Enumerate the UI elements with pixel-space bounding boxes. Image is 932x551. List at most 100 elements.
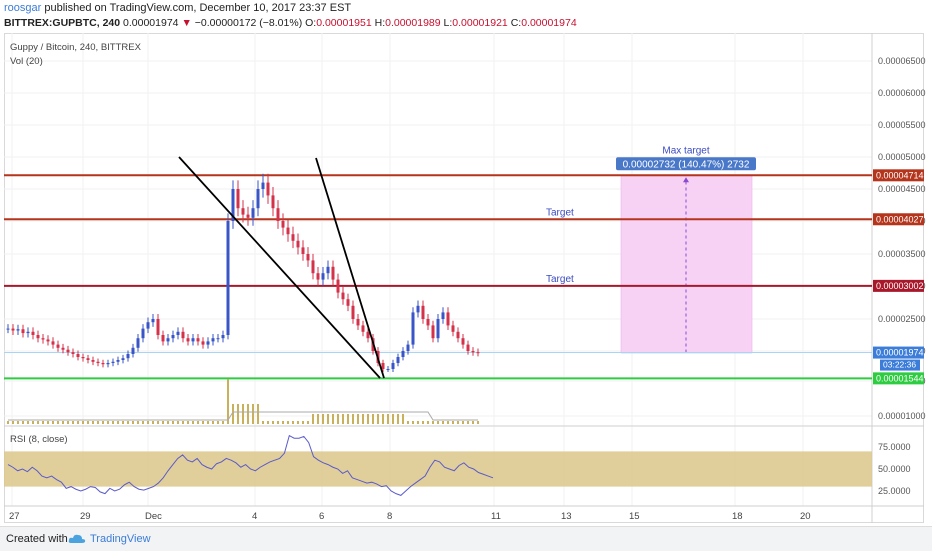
resistance-top-tag: [873, 169, 924, 182]
tradingview-brand-link[interactable]: TradingView: [90, 533, 151, 545]
volume-bar: [192, 421, 194, 424]
candle-body: [186, 338, 190, 342]
volume-bar: [122, 421, 124, 424]
candle-body: [36, 335, 40, 339]
candle-body: [241, 208, 245, 215]
candle-body: [66, 349, 70, 353]
support-tag: [873, 372, 924, 385]
candle-body: [91, 360, 95, 362]
x-tick-label: 11: [491, 511, 501, 522]
chart-title: Guppy / Bitcoin, 240, BITTREX: [10, 42, 142, 53]
x-tick-label: 15: [629, 511, 640, 522]
candle-body: [141, 328, 145, 339]
username-link[interactable]: roosgar: [4, 2, 42, 14]
candle-body: [156, 319, 160, 335]
volume-bar: [477, 421, 479, 424]
volume-bar: [377, 414, 379, 424]
candle-body: [361, 325, 365, 332]
candle-body: [136, 338, 140, 348]
volume-bar: [342, 414, 344, 424]
candle-body: [211, 338, 215, 342]
x-tick-label: 13: [561, 511, 572, 522]
volume-bar: [242, 404, 244, 424]
volume-bars: [7, 379, 479, 424]
volume-bar: [407, 421, 409, 424]
max-target-arrowhead-icon: [683, 177, 689, 183]
volume-bar: [132, 421, 134, 424]
price-tick-label: 0.00002500: [878, 314, 926, 324]
volume-bar: [72, 421, 74, 424]
candle-body: [396, 357, 400, 363]
volume-bar: [332, 414, 334, 424]
volume-bar: [67, 421, 69, 424]
volume-bar: [412, 421, 414, 424]
volume-bar: [287, 421, 289, 424]
candle-body: [146, 322, 150, 329]
candle-body: [401, 351, 405, 357]
low-value: 0.00001921: [452, 17, 508, 29]
candle-body: [11, 328, 15, 331]
x-ticks: 27 29 Dec 4 6 8 11 13 15 18 20: [9, 511, 811, 522]
candle-body: [446, 312, 450, 326]
volume-bar: [437, 421, 439, 424]
max-target-box[interactable]: [620, 175, 753, 353]
candle-body: [41, 338, 45, 340]
candle-body: [366, 331, 370, 339]
candle-body: [266, 182, 270, 196]
chart-frame[interactable]: [4, 33, 924, 523]
high-value: 0.00001989: [385, 17, 441, 29]
candle-body: [451, 325, 455, 332]
volume-bar: [172, 421, 174, 424]
trendline-2[interactable]: [315, 157, 385, 379]
volume-bar: [92, 421, 94, 424]
low-label: L:: [443, 17, 453, 29]
volume-bar: [362, 414, 364, 424]
candle-body: [306, 254, 310, 261]
candle-body: [436, 319, 440, 339]
rsi-tick-label: 25.0000: [878, 486, 911, 496]
candle-body: [6, 328, 10, 330]
candle-body: [26, 331, 30, 334]
volume-bar: [222, 421, 224, 424]
trendline-1[interactable]: [178, 156, 381, 379]
candle-body: [276, 208, 280, 221]
volume-bar: [227, 379, 229, 424]
candle-body: [181, 331, 185, 339]
volume-bar: [367, 414, 369, 424]
candle-body: [421, 305, 425, 319]
volume-bar: [237, 404, 239, 424]
candle-body: [81, 357, 85, 359]
volume-bar: [327, 414, 329, 424]
volume-bar: [422, 421, 424, 424]
volume-bar: [402, 414, 404, 424]
volume-bar: [212, 421, 214, 424]
volume-bar: [257, 404, 259, 424]
volume-bar: [307, 421, 309, 424]
candle-body: [116, 360, 120, 362]
candle-body: [251, 208, 255, 218]
rsi-tick-label: 75.0000: [878, 442, 911, 452]
volume-bar: [152, 421, 154, 424]
volume-bar: [57, 421, 59, 424]
volume-bar: [187, 421, 189, 424]
volume-bar: [147, 421, 149, 424]
tradingview-cloud-icon: [68, 534, 86, 543]
countdown-text: 03:22:36: [883, 360, 916, 370]
high-label: H:: [374, 17, 386, 29]
x-tick-label: 18: [732, 511, 743, 522]
x-tick-label: 27: [9, 511, 20, 522]
publish-info: roosgar published on TradingView.com, De…: [4, 2, 351, 14]
max-target-value: 0.00002732 (140.47%) 2732: [623, 159, 750, 170]
volume-bar: [167, 421, 169, 424]
candle-body: [31, 331, 35, 335]
volume-bar: [182, 421, 184, 424]
candle-body: [61, 347, 65, 350]
price-tick-label: 0.00005500: [878, 120, 926, 130]
target-1-label: Target: [546, 207, 574, 218]
volume-ma-line: [8, 411, 478, 421]
candle-body: [21, 329, 25, 334]
x-tick-label: Dec: [145, 511, 162, 522]
candle-body: [71, 352, 75, 354]
candle-body: [321, 273, 325, 280]
